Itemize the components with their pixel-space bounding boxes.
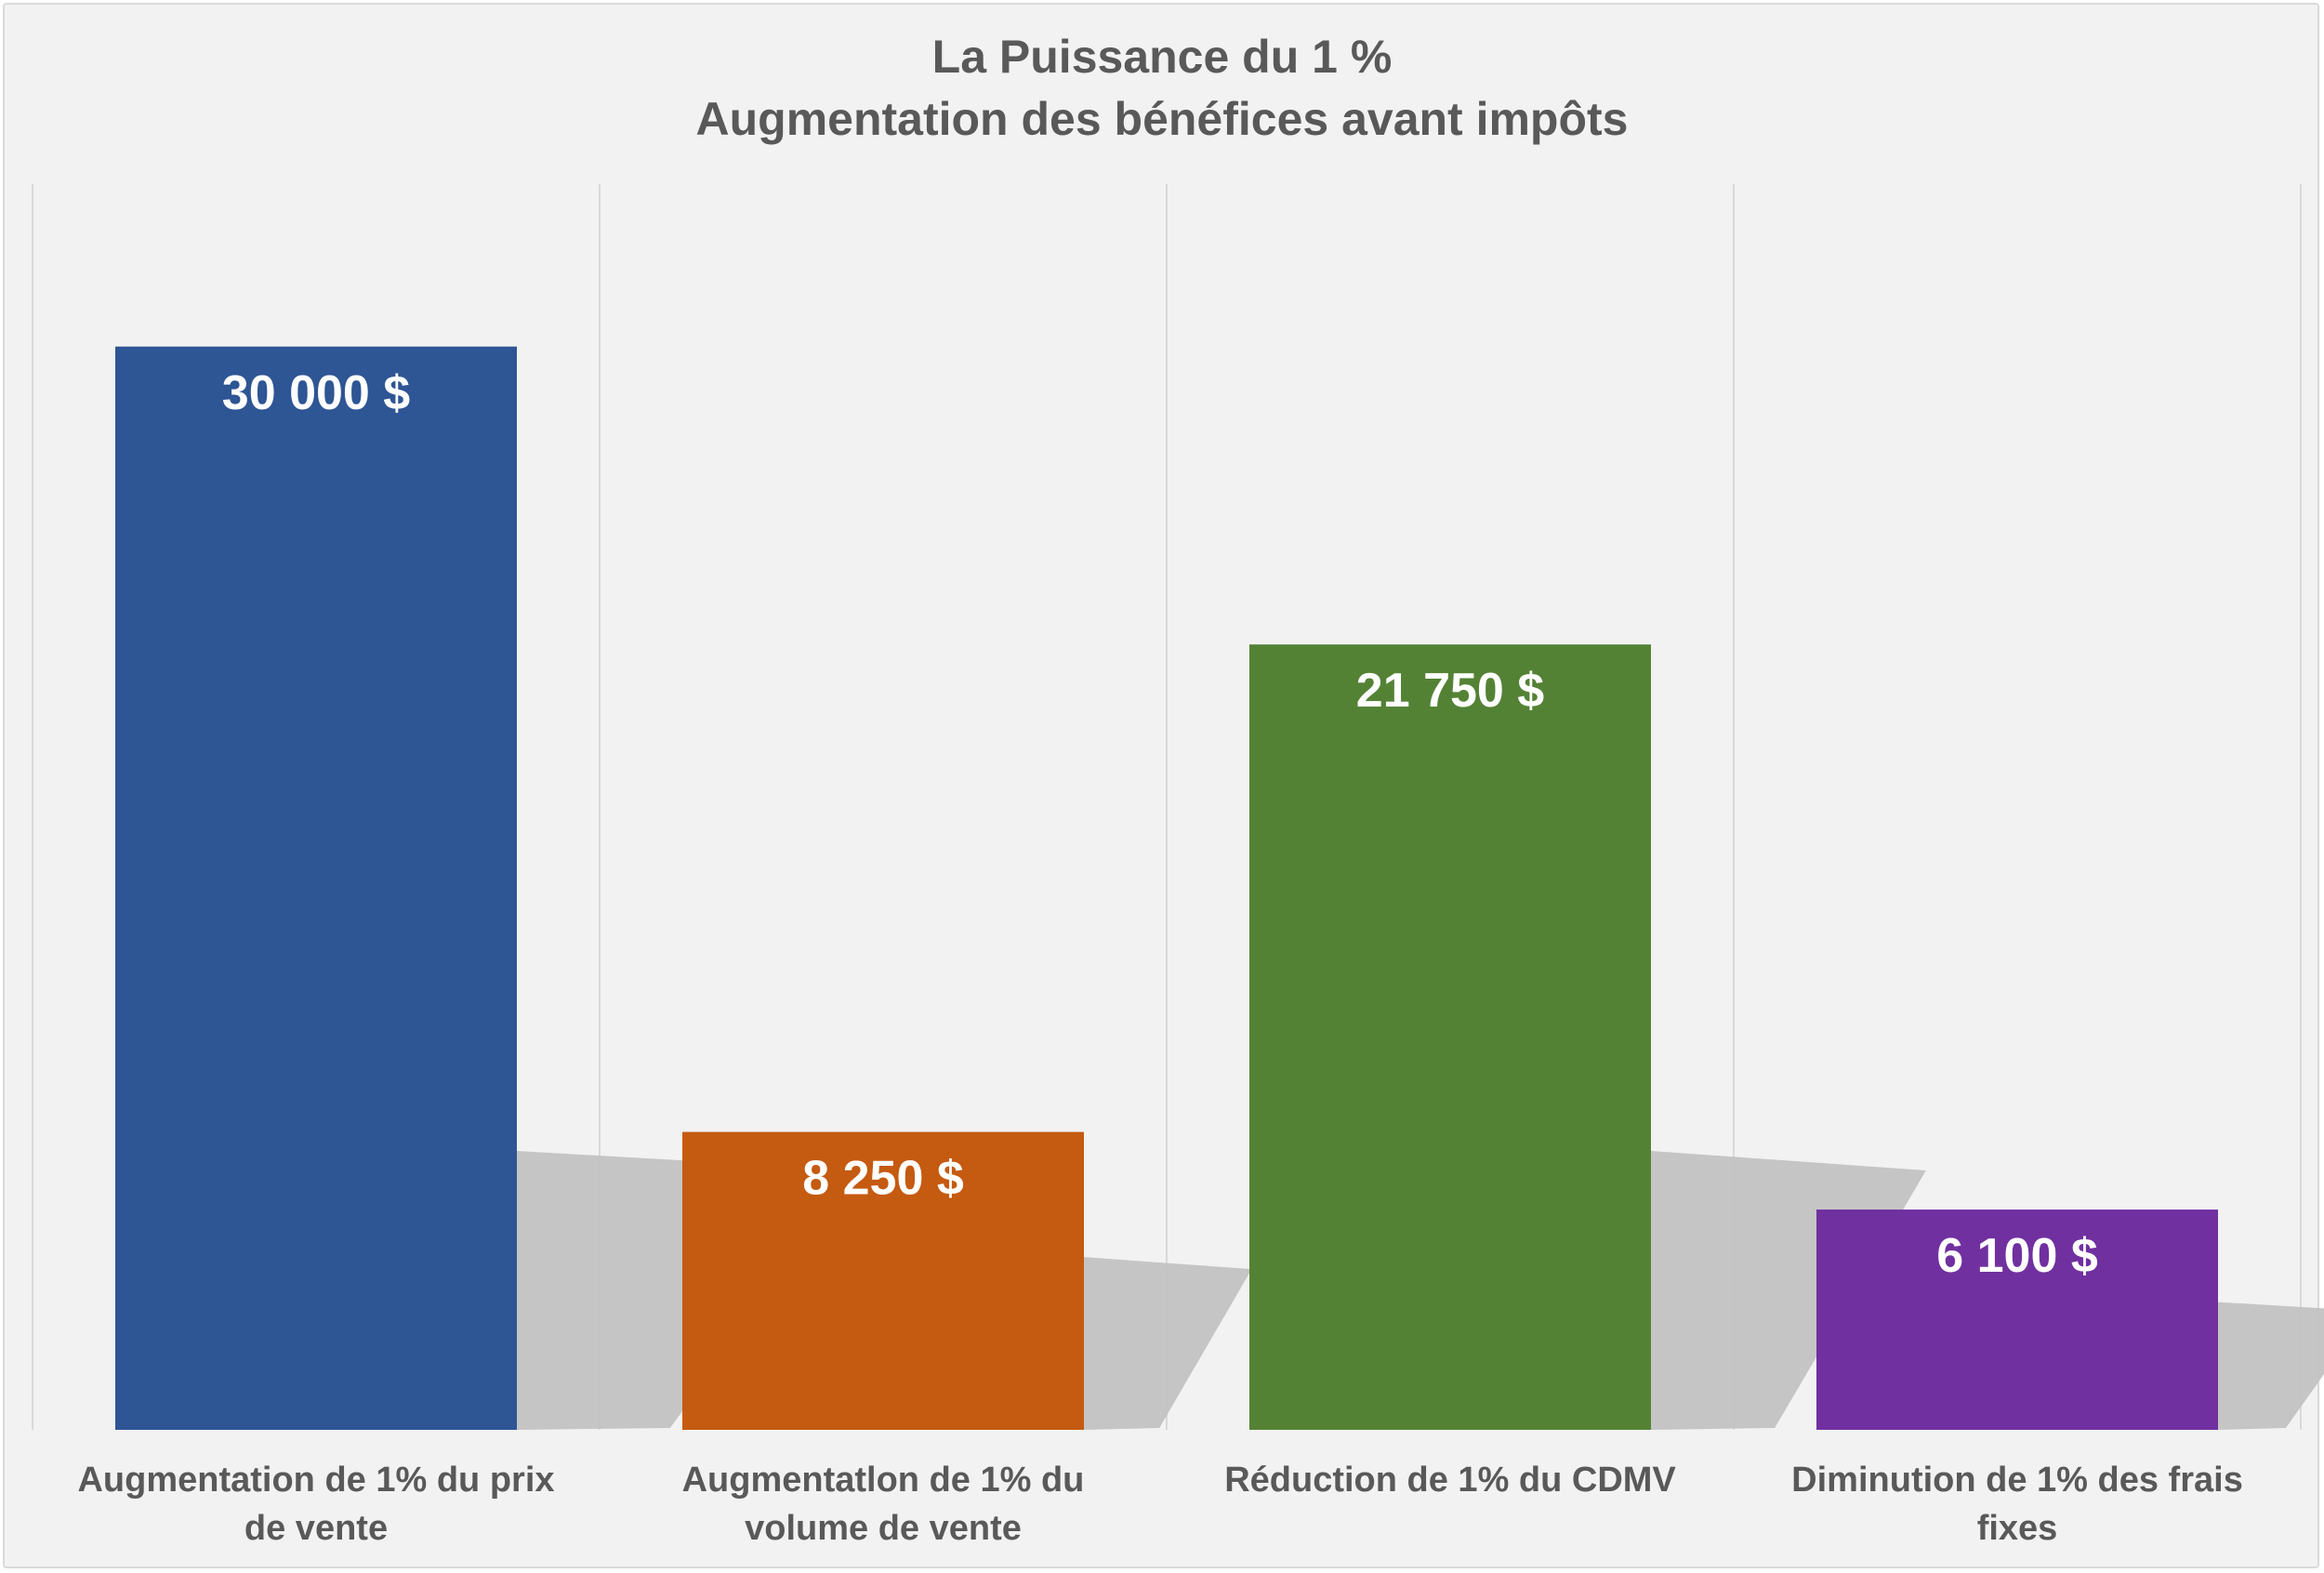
category-label-2: Réduction de 1% du CDMV bbox=[1171, 1456, 1729, 1504]
category-label-1-line-0: Augmentatlon de 1% du bbox=[681, 1461, 1085, 1500]
bar-value-label-0: 30 000 $ bbox=[222, 366, 410, 420]
category-label-2-line-0: Réduction de 1% du CDMV bbox=[1224, 1461, 1676, 1500]
bar-shadow-3 bbox=[2218, 1302, 2324, 1430]
chart-subtitle: Augmentation des bénéfices avant impôts bbox=[695, 93, 1629, 145]
category-label-1-line-1: volume de vente bbox=[745, 1509, 1022, 1548]
bar-value-label-1: 8 250 $ bbox=[802, 1152, 964, 1206]
category-label-0: Augmentation de 1% du prix de vente bbox=[37, 1456, 595, 1553]
bar-1 bbox=[682, 1131, 1084, 1430]
bar-value-label-2: 21 750 $ bbox=[1356, 664, 1544, 718]
bar-2 bbox=[1249, 644, 1651, 1430]
bar-shadow-1 bbox=[1084, 1257, 1252, 1430]
category-label-3-line-0: Diminution de 1% des frais bbox=[1791, 1461, 2243, 1500]
chart-title: La Puissance du 1 % bbox=[931, 31, 1393, 83]
bar-3 bbox=[1816, 1209, 2218, 1430]
category-label-1: Augmentatlon de 1% du volume de vente bbox=[604, 1456, 1162, 1553]
bar-0 bbox=[115, 346, 517, 1431]
category-label-3-line-1: fixes bbox=[1976, 1509, 2058, 1548]
category-label-0-line-1: de vente bbox=[244, 1509, 389, 1548]
category-label-0-line-0: Augmentation de 1% du prix bbox=[77, 1461, 555, 1500]
bar-value-label-3: 6 100 $ bbox=[1936, 1229, 2098, 1283]
category-label-3: Diminution de 1% des frais fixes bbox=[1738, 1456, 2296, 1553]
